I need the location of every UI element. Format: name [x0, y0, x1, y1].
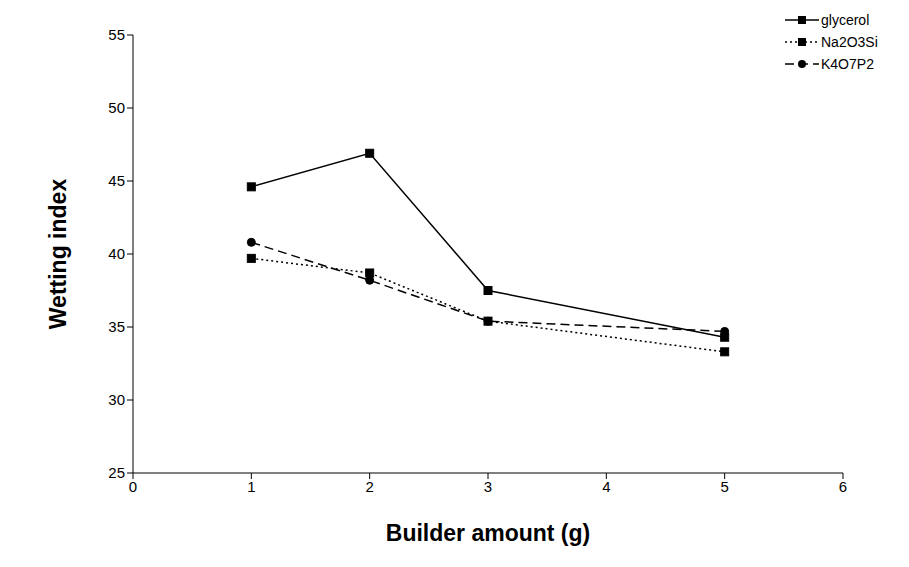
html-text:Na2O3Si: Na2O3Si: [821, 34, 878, 50]
svg-text:0: 0: [129, 478, 137, 495]
svg-text:Wetting index: Wetting index: [45, 179, 71, 330]
svg-text:2: 2: [365, 478, 373, 495]
svg-text:45: 45: [108, 172, 125, 189]
svg-text:3: 3: [484, 478, 492, 495]
svg-text:5: 5: [720, 478, 728, 495]
html-text:glycerol: glycerol: [821, 12, 870, 28]
svg-text:50: 50: [108, 99, 125, 116]
svg-text:35: 35: [108, 318, 125, 335]
svg-text:40: 40: [108, 245, 125, 262]
svg-text:55: 55: [108, 26, 125, 43]
svg-text:Builder amount (g): Builder amount (g): [386, 520, 590, 546]
svg-text:1: 1: [247, 478, 255, 495]
svg-text:30: 30: [108, 391, 125, 408]
svg-text:4: 4: [602, 478, 610, 495]
html-text:K4O7P2: K4O7P2: [821, 56, 874, 72]
svg-text:25: 25: [108, 464, 125, 481]
svg-text:6: 6: [839, 478, 847, 495]
